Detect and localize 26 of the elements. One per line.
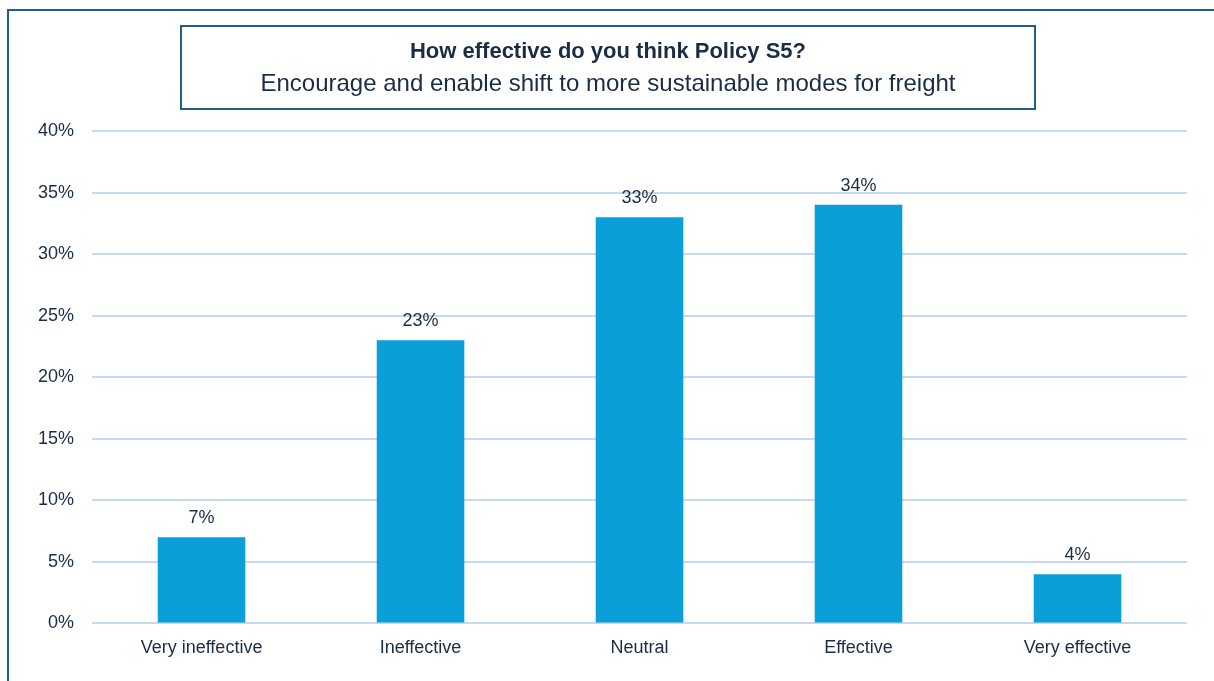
bar — [814, 204, 903, 623]
x-tick-label: Effective — [824, 637, 893, 658]
y-tick-label: 5% — [48, 550, 75, 571]
x-tick-label: Very ineffective — [140, 637, 263, 658]
bar — [1033, 574, 1122, 623]
x-tick-label: Ineffective — [379, 637, 462, 658]
data-label: 23% — [402, 310, 439, 331]
chart-subtitle: Encourage and enable shift to more sustainable modes for freight — [259, 68, 957, 98]
bar — [157, 537, 246, 623]
data-label: 7% — [188, 507, 215, 528]
chart-title: How effective do you think Policy S5? — [408, 37, 808, 65]
bar — [595, 217, 684, 623]
y-tick-label: 40% — [38, 119, 75, 140]
y-tick-label: 25% — [38, 304, 75, 325]
y-tick-label: 20% — [38, 366, 75, 387]
y-tick-label: 35% — [38, 181, 75, 202]
data-label: 33% — [621, 187, 658, 208]
x-tick-label: Neutral — [610, 637, 669, 658]
y-tick-label: 30% — [38, 243, 75, 264]
data-label: 4% — [1064, 544, 1091, 565]
x-tick-label: Very effective — [1023, 637, 1132, 658]
bar — [376, 340, 465, 623]
y-tick-label: 0% — [48, 612, 75, 633]
y-tick-label: 10% — [38, 489, 75, 510]
data-label: 34% — [840, 174, 877, 195]
y-tick-label: 15% — [38, 427, 75, 448]
